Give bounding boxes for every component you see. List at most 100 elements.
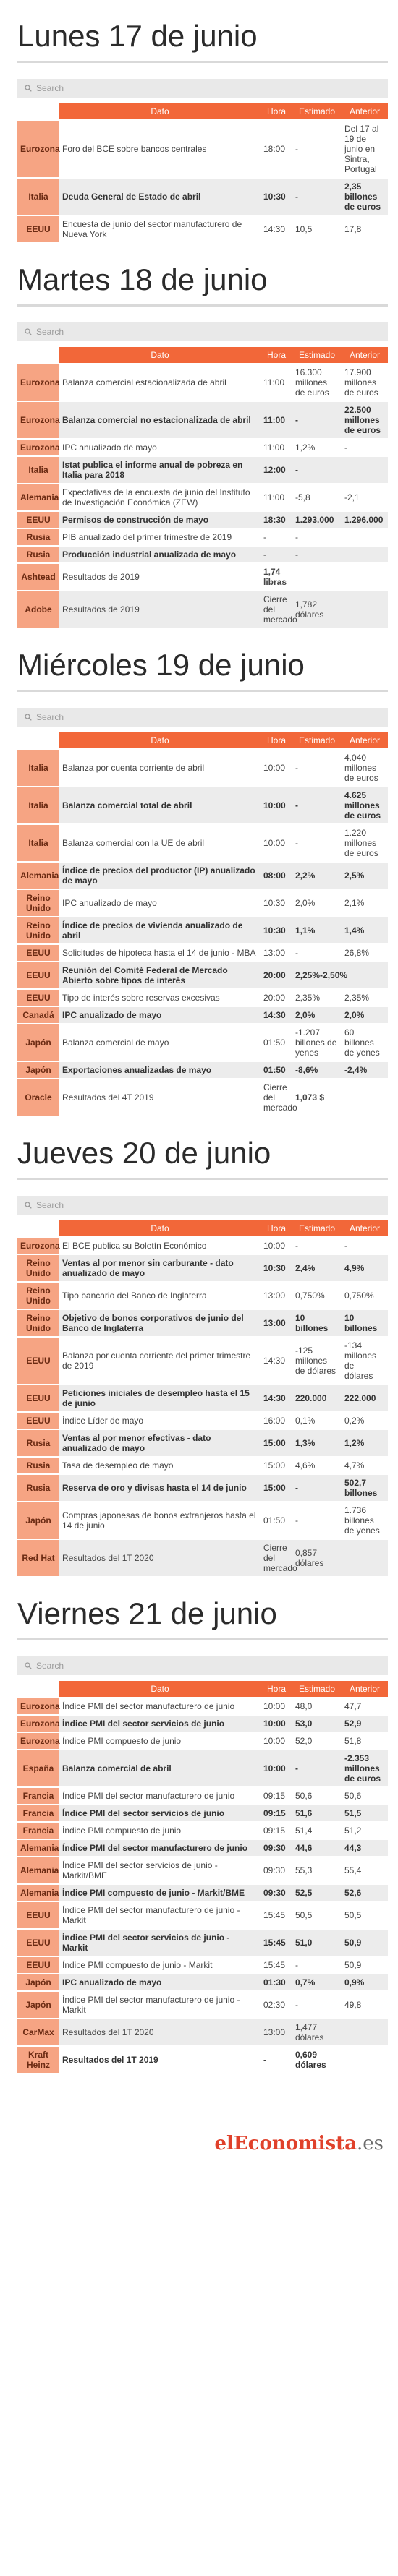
header-dato[interactable]: Dato xyxy=(59,347,261,363)
cell-hora: 13:00 xyxy=(261,945,292,961)
cell-country: Japón xyxy=(17,1502,59,1539)
header-dato[interactable]: Dato xyxy=(59,1681,261,1697)
day-title: Lunes 17 de junio xyxy=(17,19,258,53)
table-row: Eurozona Índice PMI del sector servicios … xyxy=(17,1716,388,1732)
cell-hora: 10:00 xyxy=(261,1733,292,1749)
brand-part1: el xyxy=(214,2133,234,2154)
table-row: Alemania Índice PMI del sector manufactur… xyxy=(17,1840,388,1856)
header-dato[interactable]: Dato xyxy=(59,1220,261,1236)
cell-anterior: 51,5 xyxy=(342,1805,388,1821)
cell-estimado: - xyxy=(292,1475,342,1501)
header-anterior[interactable]: Anterior xyxy=(342,1220,388,1236)
brand-part3: .es xyxy=(357,2133,384,2154)
cell-dato: Índice PMI del sector manufacturero de j… xyxy=(59,1840,261,1856)
header-hora[interactable]: Hora xyxy=(261,103,292,119)
header-hora[interactable]: Hora xyxy=(261,347,292,363)
cell-country: Reino Unido xyxy=(17,890,59,916)
header-estimado[interactable]: Estimado xyxy=(292,347,342,363)
header-hora[interactable]: Hora xyxy=(261,1681,292,1697)
cell-anterior: 1.220 millones de euros xyxy=(342,825,388,861)
header-anterior[interactable]: Anterior xyxy=(342,103,388,119)
cell-hora: 1,74 libras xyxy=(261,564,292,590)
cell-country: Eurozona xyxy=(17,121,60,177)
day-section-0: Lunes 17 de junio Search Dato Hora Estim… xyxy=(17,0,388,244)
table-header-row: Dato Hora Estimado Anterior xyxy=(17,1681,388,1697)
search-input[interactable]: Search xyxy=(17,1196,388,1215)
cell-anterior: 0,750% xyxy=(342,1283,388,1309)
events-table: Dato Hora Estimado Anterior Eurozona Foro… xyxy=(17,102,388,244)
cell-dato: Balanza por cuenta corriente del primer … xyxy=(59,1338,261,1384)
page-footer-wrap: elEconomista.es xyxy=(0,2118,398,2169)
header-anterior[interactable]: Anterior xyxy=(342,347,388,363)
cell-dato: Compras japonesas de bonos extranjeros h… xyxy=(59,1502,261,1539)
cell-country: España xyxy=(17,1750,59,1786)
table-row: Italia Deuda General de Estado de abril 10… xyxy=(17,179,388,215)
header-anterior[interactable]: Anterior xyxy=(342,1681,388,1697)
search-placeholder: Search xyxy=(36,1200,64,1210)
header-anterior[interactable]: Anterior xyxy=(342,732,388,748)
header-hora[interactable]: Hora xyxy=(261,732,292,748)
header-dato[interactable]: Dato xyxy=(59,103,261,119)
cell-dato: Tipo bancario del Banco de Inglaterra xyxy=(59,1283,261,1309)
cell-hora: 02:30 xyxy=(261,1992,292,2018)
cell-estimado: 52,0 xyxy=(292,1733,342,1749)
cell-dato: Índice Líder de mayo xyxy=(59,1413,261,1429)
search-input[interactable]: Search xyxy=(17,79,388,98)
cell-anterior: 1.736 billones de yenes xyxy=(342,1502,388,1539)
table-row: EEUU Peticiones iniciales de desempleo ha… xyxy=(17,1385,388,1411)
cell-estimado: - xyxy=(292,121,342,177)
cell-country: Alemania xyxy=(17,1840,59,1856)
cell-anterior: 2,5% xyxy=(342,863,388,889)
search-icon xyxy=(25,85,32,92)
brand-logo[interactable]: elEconomista.es xyxy=(214,2133,384,2154)
table-row: Reino Unido Tipo bancario del Banco de In… xyxy=(17,1283,388,1309)
cell-anterior: 10 billones xyxy=(342,1310,388,1336)
cell-country: Oracle xyxy=(17,1079,59,1116)
cell-hora: 14:30 xyxy=(261,1007,292,1023)
cell-estimado: 0,750% xyxy=(292,1283,342,1309)
table-row: Reino Unido Ventas al por menor sin carbu… xyxy=(17,1255,388,1281)
table-row: EEUU Encuesta de junio del sector manufac… xyxy=(17,216,388,242)
cell-dato: Reserva de oro y divisas hasta el 14 de … xyxy=(59,1475,261,1501)
cell-estimado: 1.293.000 xyxy=(292,512,342,528)
cell-anterior: 4,9% xyxy=(342,1255,388,1281)
cell-dato: Producción industrial anualizada de mayo xyxy=(59,547,261,562)
header-country xyxy=(17,732,59,748)
cell-country: Reino Unido xyxy=(17,917,59,943)
title-divider xyxy=(17,1638,388,1640)
cell-hora: 13:00 xyxy=(261,1310,292,1336)
cell-hora: 09:30 xyxy=(261,1857,292,1883)
table-row: Francia Índice PMI del sector servicios d… xyxy=(17,1805,388,1821)
header-dato[interactable]: Dato xyxy=(59,732,261,748)
cell-dato: Balanza comercial estacionalizada de abr… xyxy=(59,364,261,401)
table-row: Reino Unido Objetivo de bonos corporativo… xyxy=(17,1310,388,1336)
cell-dato: Índice de precios de vivienda anualizado… xyxy=(59,917,261,943)
cell-country: Reino Unido xyxy=(17,1255,59,1281)
header-estimado[interactable]: Estimado xyxy=(292,732,342,748)
header-hora[interactable]: Hora xyxy=(261,1220,292,1236)
cell-estimado: 48,0 xyxy=(292,1698,342,1714)
search-input[interactable]: Search xyxy=(17,708,388,727)
header-estimado[interactable]: Estimado xyxy=(292,1681,342,1697)
cell-estimado: 1,3% xyxy=(292,1430,342,1456)
cell-estimado: - xyxy=(292,529,342,545)
cell-hora: 13:00 xyxy=(261,1283,292,1309)
cell-anterior: 4.040 millones de euros xyxy=(342,750,388,786)
cell-estimado: 2,35% xyxy=(292,990,342,1006)
cell-anterior: 51,2 xyxy=(342,1823,388,1839)
header-estimado[interactable]: Estimado xyxy=(292,103,342,119)
cell-estimado: -1.207 billones de yenes xyxy=(292,1024,342,1061)
table-row: Canadá IPC anualizado de mayo 14:30 2,0% 2,0… xyxy=(17,1007,388,1023)
cell-dato: Balanza comercial con la UE de abril xyxy=(59,825,261,861)
cell-anterior: 2,1% xyxy=(342,890,388,916)
cell-estimado: - xyxy=(292,825,342,861)
cell-anterior: Del 17 al 19 de junio en Sintra, Portuga… xyxy=(342,121,388,177)
search-input[interactable]: Search xyxy=(17,1656,388,1675)
search-input[interactable]: Search xyxy=(17,322,388,341)
brand-part2: Economista xyxy=(233,2133,357,2154)
cell-country: Francia xyxy=(17,1788,59,1804)
header-estimado[interactable]: Estimado xyxy=(292,1220,342,1236)
title-divider xyxy=(17,690,388,692)
cell-anterior: 50,5 xyxy=(342,1902,388,1928)
cell-anterior: -2,1 xyxy=(342,484,388,510)
